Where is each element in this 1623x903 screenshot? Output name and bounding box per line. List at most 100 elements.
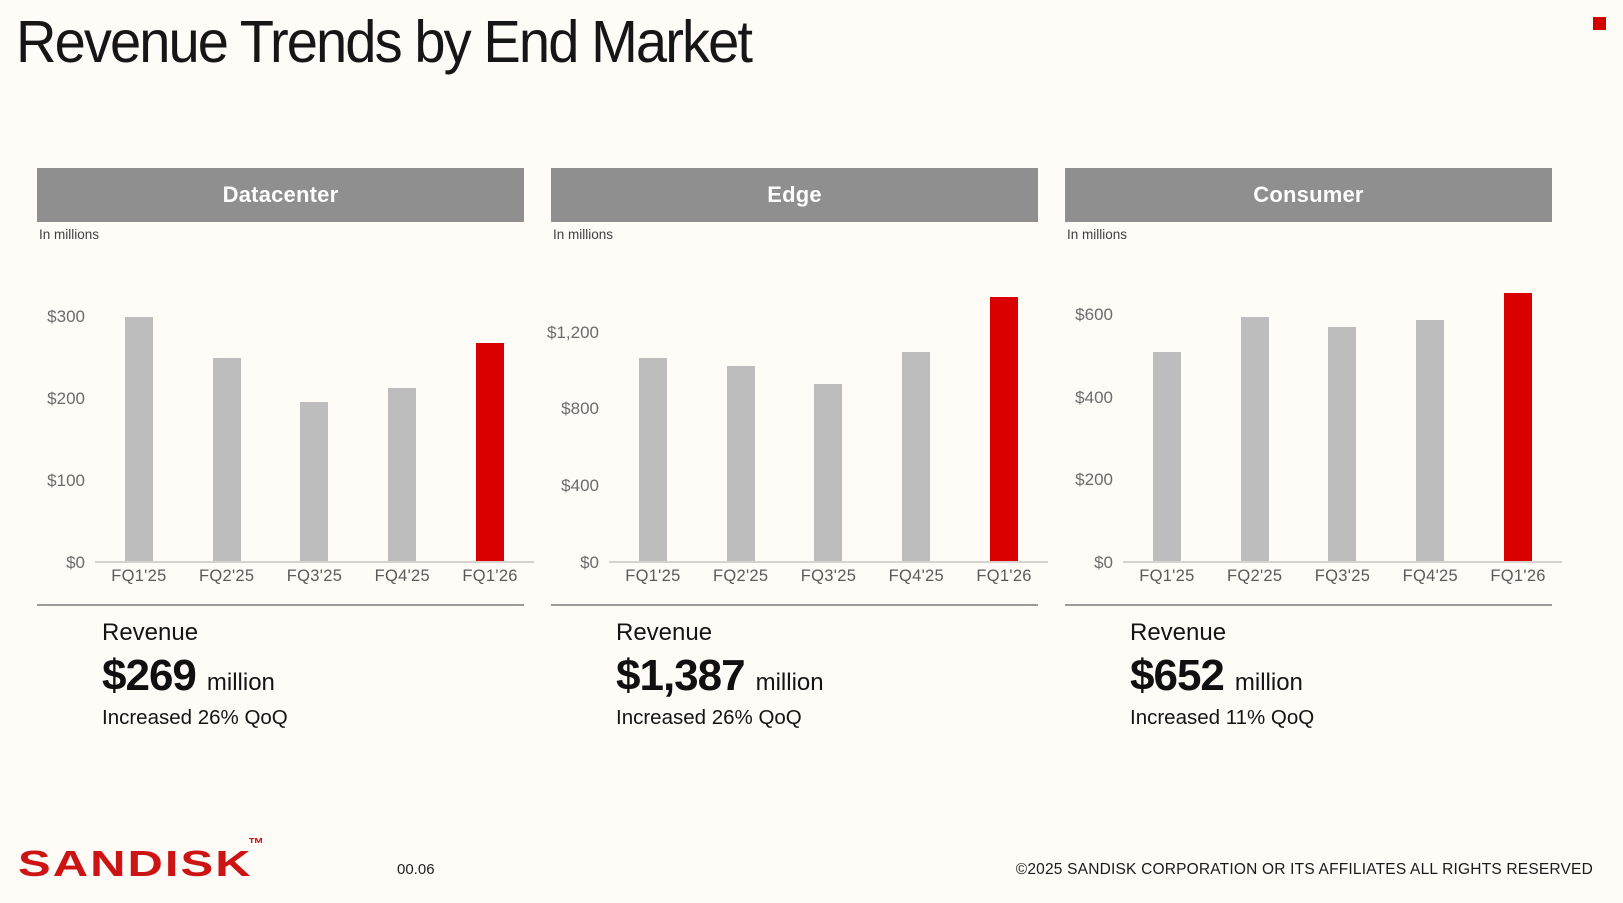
y-tick-label: $400 [1075,387,1113,407]
x-tick-label: FQ1'26 [462,567,518,585]
units-note: In millions [553,227,614,242]
bar-slot [358,250,446,563]
trademark-symbol: ™ [248,836,265,853]
bar-slot [183,250,271,563]
revenue-label: Revenue [1130,619,1227,646]
copyright-text: ©2025 SANDISK CORPORATION OR ITS AFFILIA… [1015,861,1593,878]
chart-panels: Datacenter In millions $0 $100 $200 $300 FQ… [37,168,1562,730]
panel-datacenter: Datacenter In millions $0 $100 $200 $300 FQ… [37,168,534,730]
revenue-label: Revenue [102,619,199,646]
bar-datacenter-FQ2'25 [212,358,241,563]
y-tick-label: $800 [561,399,599,419]
bars [1123,250,1562,563]
bar-datacenter-FQ1'25 [124,317,153,563]
y-tick-label: $0 [1094,553,1113,572]
bar-datacenter-FQ3'25 [300,402,329,563]
x-tick-label: FQ2'25 [712,567,769,585]
panel-header-consumer: Consumer [1065,168,1552,222]
bar-consumer-FQ2'25 [1240,317,1269,563]
x-tick-label: FQ3'25 [1314,567,1371,585]
revenue-unit: million [755,669,824,696]
y-tick-label: $300 [47,307,85,327]
bar-datacenter-FQ1'26 [476,343,505,563]
bar-chart-consumer: $0 $200 $400 $600 [1065,250,1562,572]
y-axis-ticks: $0 $200 $400 $600 [1065,250,1123,572]
bar-slot [446,250,534,563]
revenue-summary: Revenue $269 million Increased 26% QoQ [37,619,524,730]
y-tick-label: $200 [1075,470,1113,490]
y-tick-label: $400 [561,476,599,496]
bar-slot [1386,250,1474,563]
bar-slot [785,250,873,563]
revenue-unit: million [1234,669,1303,696]
y-tick-label: $0 [66,553,85,572]
revenue-amount-row: $269 million [102,651,524,701]
x-tick-label: FQ3'25 [286,567,343,585]
accent-square-icon [1593,17,1606,30]
x-tick-label: FQ1'26 [976,567,1032,585]
bar-slot [1123,250,1211,563]
x-tick-label: FQ2'25 [198,567,255,585]
revenue-amount: $1,387 [616,651,746,700]
revenue-summary: Revenue $1,387 million Increased 26% QoQ [551,619,1038,730]
sandisk-logo: SANDISK™ [18,830,264,885]
bar-slot [960,250,1048,563]
units-note: In millions [1067,227,1128,242]
panel-edge: Edge In millions $0 $400 $800 $1,200 FQ1'25… [547,168,1048,730]
panel-title: Datacenter [222,182,339,207]
bar-slot [1211,250,1299,563]
x-tick-label: FQ4'25 [1402,567,1458,585]
y-tick-label: $0 [580,553,599,572]
bar-consumer-FQ1'26 [1504,293,1533,563]
bar-consumer-FQ3'25 [1328,327,1357,563]
bar-consumer-FQ4'25 [1416,320,1445,563]
panel-header-edge: Edge [551,168,1038,222]
y-tick-label: $100 [47,471,85,491]
bar-consumer-FQ1'25 [1152,352,1181,563]
revenue-amount: $269 [102,651,197,700]
bar-slot [1299,250,1387,563]
panel-title: Consumer [1253,182,1364,207]
revenue-amount: $652 [1130,651,1225,700]
bar-slot [1474,250,1562,563]
x-axis-labels: FQ1'25 FQ2'25 FQ3'25 FQ4'25 FQ1'26 [95,567,534,593]
revenue-label: Revenue [616,619,713,646]
panel-title: Edge [767,182,822,207]
revenue-amount-row: $1,387 million [616,651,1038,701]
x-tick-label: FQ1'25 [1139,567,1195,585]
bar-edge-FQ1'25 [638,358,667,563]
y-tick-label: $600 [1075,304,1113,324]
bar-edge-FQ2'25 [726,366,755,563]
x-tick-label: FQ3'25 [800,567,857,585]
revenue-change: Increased 11% QoQ [1130,706,1315,729]
sandisk-wordmark: SANDISK [18,843,253,885]
bar-edge-FQ1'26 [990,297,1019,563]
bar-chart-edge: $0 $400 $800 $1,200 [547,250,1048,572]
bars [609,250,1048,563]
x-tick-label: FQ4'25 [888,567,944,585]
x-tick-label: FQ2'25 [1226,567,1283,585]
y-axis-ticks: $0 $100 $200 $300 [37,250,95,572]
bar-edge-FQ4'25 [902,352,931,563]
revenue-summary: Revenue $652 million Increased 11% QoQ [1065,619,1552,730]
bar-edge-FQ3'25 [814,384,843,563]
x-tick-label: FQ1'26 [1490,567,1546,585]
x-tick-label: FQ1'25 [111,567,167,585]
x-axis-line [609,561,1048,563]
bar-chart-datacenter: $0 $100 $200 $300 [37,250,534,572]
panel-consumer: Consumer In millions $0 $200 $400 $600 FQ1'… [1065,168,1562,730]
units-note: In millions [39,227,100,242]
revenue-change: Increased 26% QoQ [102,706,288,729]
x-axis-line [1123,561,1562,563]
x-axis-labels: FQ1'25 FQ2'25 FQ3'25 FQ4'25 FQ1'26 [609,567,1048,593]
bar-slot [872,250,960,563]
bar-slot [697,250,785,563]
x-tick-label: FQ1'25 [625,567,681,585]
x-tick-label: FQ4'25 [374,567,430,585]
x-axis-labels: FQ1'25 FQ2'25 FQ3'25 FQ4'25 FQ1'26 [1123,567,1562,593]
bar-slot [271,250,359,563]
page-title: Revenue Trends by End Market [16,9,753,75]
page-number: 00.06 [397,861,435,878]
x-axis-line [95,561,534,563]
